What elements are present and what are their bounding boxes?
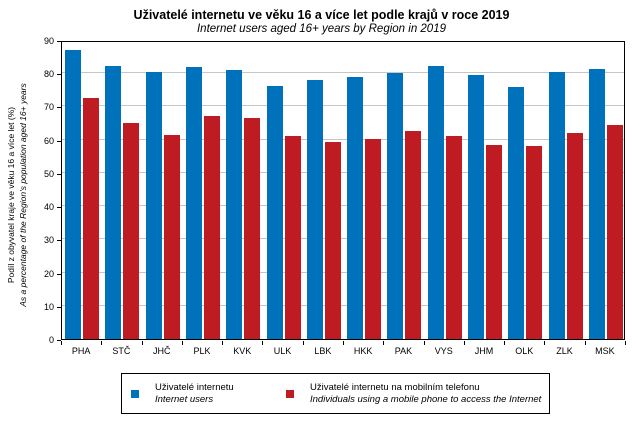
legend-label-mobile-internet-users: Uživatelé internetu na mobilním telefonu… <box>310 382 542 405</box>
y-tick-label-40: 40 <box>43 202 54 213</box>
x-tick-mark-3 <box>181 341 183 345</box>
bar-internet-users-JHČ <box>145 72 162 339</box>
x-label-VYS: VYS <box>434 346 453 356</box>
bar-internet-users-JHM <box>468 75 484 339</box>
x-tick-mark-12 <box>544 341 546 345</box>
x-tick-mark-13 <box>584 341 586 345</box>
bar-mobile-internet-users-JHČ <box>163 134 180 339</box>
bar-mobile-internet-users-VYS <box>445 136 462 339</box>
bar-mobile-internet-users-JHM <box>486 144 502 339</box>
chart-subtitle: Internet users aged 16+ years by Region … <box>196 23 446 35</box>
bar-internet-users-VYS <box>427 65 444 339</box>
y-tick-mark-0 <box>57 340 61 341</box>
x-label-ULK: ULK <box>273 346 292 356</box>
plot-area <box>61 41 625 340</box>
chart-title: Uživatelé internetu ve věku 16 a více le… <box>133 8 510 22</box>
y-tick-label-10: 10 <box>43 301 54 312</box>
gridline-50 <box>62 171 624 173</box>
x-label-LBK: LBK <box>314 346 332 356</box>
bar-mobile-internet-users-MSK <box>606 125 623 339</box>
x-label-HKK: HKK <box>353 346 373 356</box>
bar-mobile-internet-users-LBK <box>324 141 341 339</box>
x-tick-mark-2 <box>141 341 143 345</box>
bar-internet-users-OLK <box>508 87 525 339</box>
bar-mobile-internet-users-PAK <box>405 131 422 339</box>
y-axis-title-english: As a percentage of the Region's populati… <box>18 83 28 307</box>
legend: Uživatelé internetu Internet users Uživa… <box>121 373 550 414</box>
y-tick-mark-80 <box>57 74 61 76</box>
x-label-ZLK: ZLK <box>556 346 573 356</box>
y-tick-mark-30 <box>57 240 61 242</box>
y-tick-mark-90 <box>57 41 61 42</box>
x-tick-mark-9 <box>423 341 425 345</box>
y-tick-label-50: 50 <box>43 168 54 179</box>
x-tick-mark-7 <box>343 341 344 345</box>
x-tick-mark-4 <box>222 341 224 345</box>
bar-internet-users-PHA <box>65 49 82 339</box>
y-tick-label-0: 0 <box>48 335 54 345</box>
bar-internet-users-HKK <box>347 77 364 339</box>
x-label-PLK: PLK <box>193 346 211 356</box>
x-label-STČ: STČ <box>112 346 131 356</box>
bar-mobile-internet-users-HKK <box>365 138 382 339</box>
bar-mobile-internet-users-ULK <box>284 135 301 339</box>
bar-mobile-internet-users-STČ <box>123 123 140 339</box>
y-tick-label-90: 90 <box>43 36 54 46</box>
y-tick-mark-20 <box>57 273 61 275</box>
y-tick-label-70: 70 <box>43 102 54 113</box>
legend-label-internet-users: Uživatelé internetu Internet users <box>155 382 234 405</box>
bar-internet-users-MSK <box>588 68 605 339</box>
bar-mobile-internet-users-KVK <box>244 118 261 339</box>
x-label-MSK: MSK <box>595 346 615 356</box>
bar-mobile-internet-users-ZLK <box>566 133 583 339</box>
y-tick-mark-40 <box>57 207 61 209</box>
x-tick-mark-1 <box>101 341 103 345</box>
gridline-40 <box>62 205 624 207</box>
y-tick-mark-10 <box>57 306 61 308</box>
y-tick-label-60: 60 <box>43 135 54 146</box>
bar-internet-users-ZLK <box>548 71 565 339</box>
y-axis-title: Podíl z obyvatel kraje ve věku 16 a více… <box>5 55 31 335</box>
y-tick-label-30: 30 <box>43 235 54 246</box>
x-tick-mark-11 <box>504 341 506 345</box>
bar-mobile-internet-users-PLK <box>204 116 220 339</box>
legend-entry-internet-users: Uživatelé internetu Internet users <box>131 382 286 405</box>
bar-internet-users-ULK <box>266 85 283 339</box>
y-tick-mark-70 <box>57 107 61 109</box>
gridline-80 <box>62 72 624 74</box>
y-tick-mark-60 <box>57 140 61 142</box>
bar-mobile-internet-users-OLK <box>526 146 543 339</box>
x-tick-mark-5 <box>262 341 264 345</box>
x-tick-mark-0 <box>61 341 62 345</box>
bar-internet-users-KVK <box>226 69 243 339</box>
legend-swatch-mobile-internet-users <box>286 390 294 398</box>
bar-mobile-internet-users-PHA <box>83 98 100 339</box>
x-label-OLK: OLK <box>515 346 534 356</box>
bar-internet-users-LBK <box>306 80 323 339</box>
gridline-10 <box>62 304 624 306</box>
gridline-70 <box>62 105 624 107</box>
x-label-KVK: KVK <box>233 346 252 356</box>
y-tick-label-20: 20 <box>43 268 54 279</box>
x-label-JHČ: JHČ <box>152 346 171 356</box>
bar-internet-users-PAK <box>387 72 404 339</box>
gridline-20 <box>62 271 624 273</box>
x-tick-mark-6 <box>302 341 304 345</box>
x-label-PAK: PAK <box>394 346 413 356</box>
gridline-60 <box>62 138 624 140</box>
legend-entry-mobile-internet-users: Uživatelé internetu na mobilním telefonu… <box>286 382 541 405</box>
x-tick-mark-10 <box>463 341 465 345</box>
bar-internet-users-STČ <box>105 65 122 339</box>
y-tick-mark-50 <box>57 173 61 175</box>
gridline-30 <box>62 238 624 240</box>
y-axis-title-czech: Podíl z obyvatel kraje ve věku 16 a více… <box>6 106 16 284</box>
x-label-PHA: PHA <box>71 346 91 356</box>
y-tick-label-80: 80 <box>43 69 54 80</box>
x-tick-mark-14 <box>625 341 626 345</box>
x-tick-mark-8 <box>383 341 385 345</box>
bar-internet-users-PLK <box>186 66 202 339</box>
legend-swatch-internet-users <box>131 390 139 398</box>
x-label-JHM: JHM <box>474 346 494 356</box>
